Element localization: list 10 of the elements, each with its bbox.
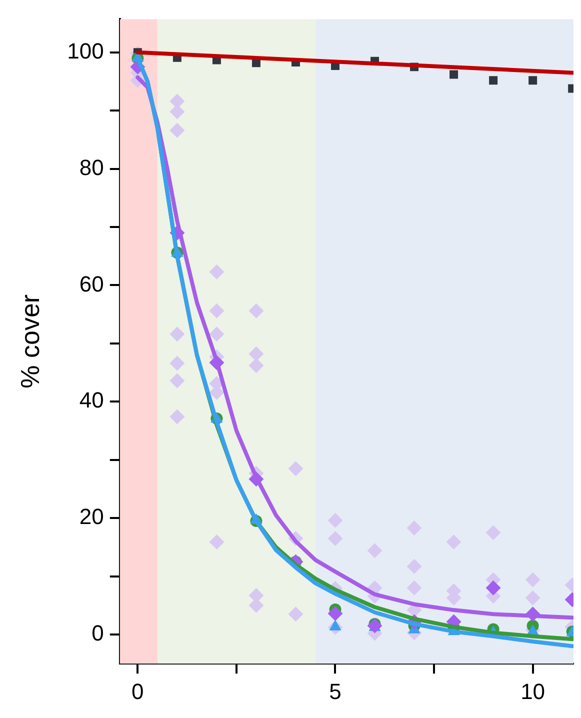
y-axis-title: % cover bbox=[14, 294, 45, 388]
y-tick-label: 40 bbox=[79, 388, 104, 413]
y-tick-label: 20 bbox=[79, 504, 104, 530]
y-tick-label: 100 bbox=[67, 38, 104, 64]
y-tick-label: 80 bbox=[79, 154, 104, 180]
x-tick-label: 5 bbox=[329, 678, 342, 704]
y-tick-label: 60 bbox=[79, 271, 104, 296]
x-tick-label: 10 bbox=[520, 678, 546, 704]
y-tick-label: 0 bbox=[92, 620, 104, 646]
x-tick-label: 0 bbox=[132, 678, 144, 704]
